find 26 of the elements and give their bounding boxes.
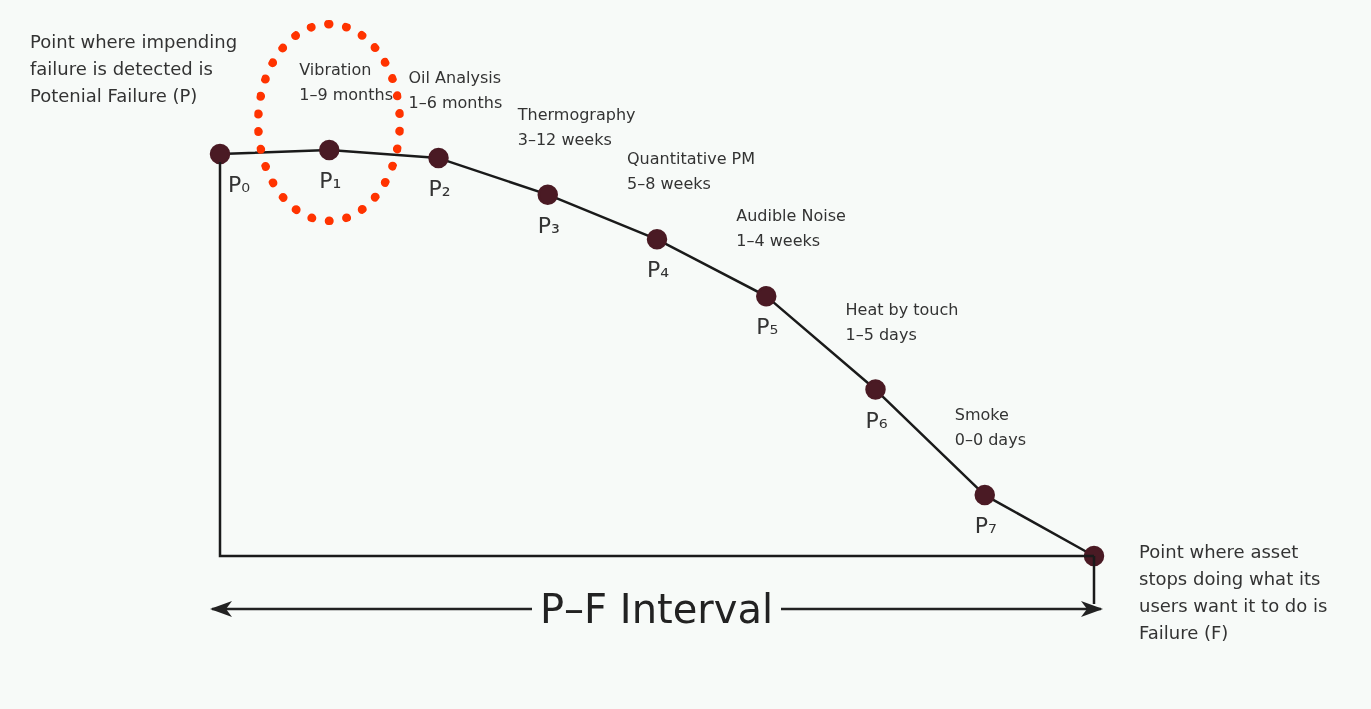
point	[319, 139, 340, 161]
point	[209, 143, 231, 165]
annotation: P₅	[756, 314, 779, 340]
text: Oil Analysis 1–6 months	[408, 68, 503, 113]
point	[646, 229, 668, 250]
annotation: P₇	[974, 513, 997, 539]
text: Thermography 3–12 weeks	[516, 104, 636, 149]
point	[428, 147, 449, 169]
text: Vibration 1–9 months	[299, 60, 393, 104]
point	[974, 484, 995, 506]
annotation: Quantitative PM 5–8 weeks	[627, 149, 756, 194]
annotation: Smoke 0–0 days	[954, 405, 1026, 450]
annotation: Audible Noise 1–4 weeks	[736, 206, 846, 251]
annotation: Heat by touch 1–5 days	[845, 299, 959, 344]
annotation: P₁	[319, 168, 342, 193]
annotation: P₂	[428, 176, 451, 202]
annotation: P₀	[228, 172, 251, 198]
text: Point where asset stops doing what its users want it to do is Failure (F)	[1139, 540, 1328, 645]
point	[865, 379, 886, 400]
point	[756, 285, 777, 307]
annotation: P₄	[647, 257, 670, 283]
annotation: P₆	[865, 407, 888, 433]
text: P–F Interval	[539, 586, 775, 632]
annotation: P₃	[537, 212, 560, 238]
point	[537, 184, 558, 205]
text: Point where impending failure is detected is Potenial Failure (P)	[30, 30, 238, 108]
